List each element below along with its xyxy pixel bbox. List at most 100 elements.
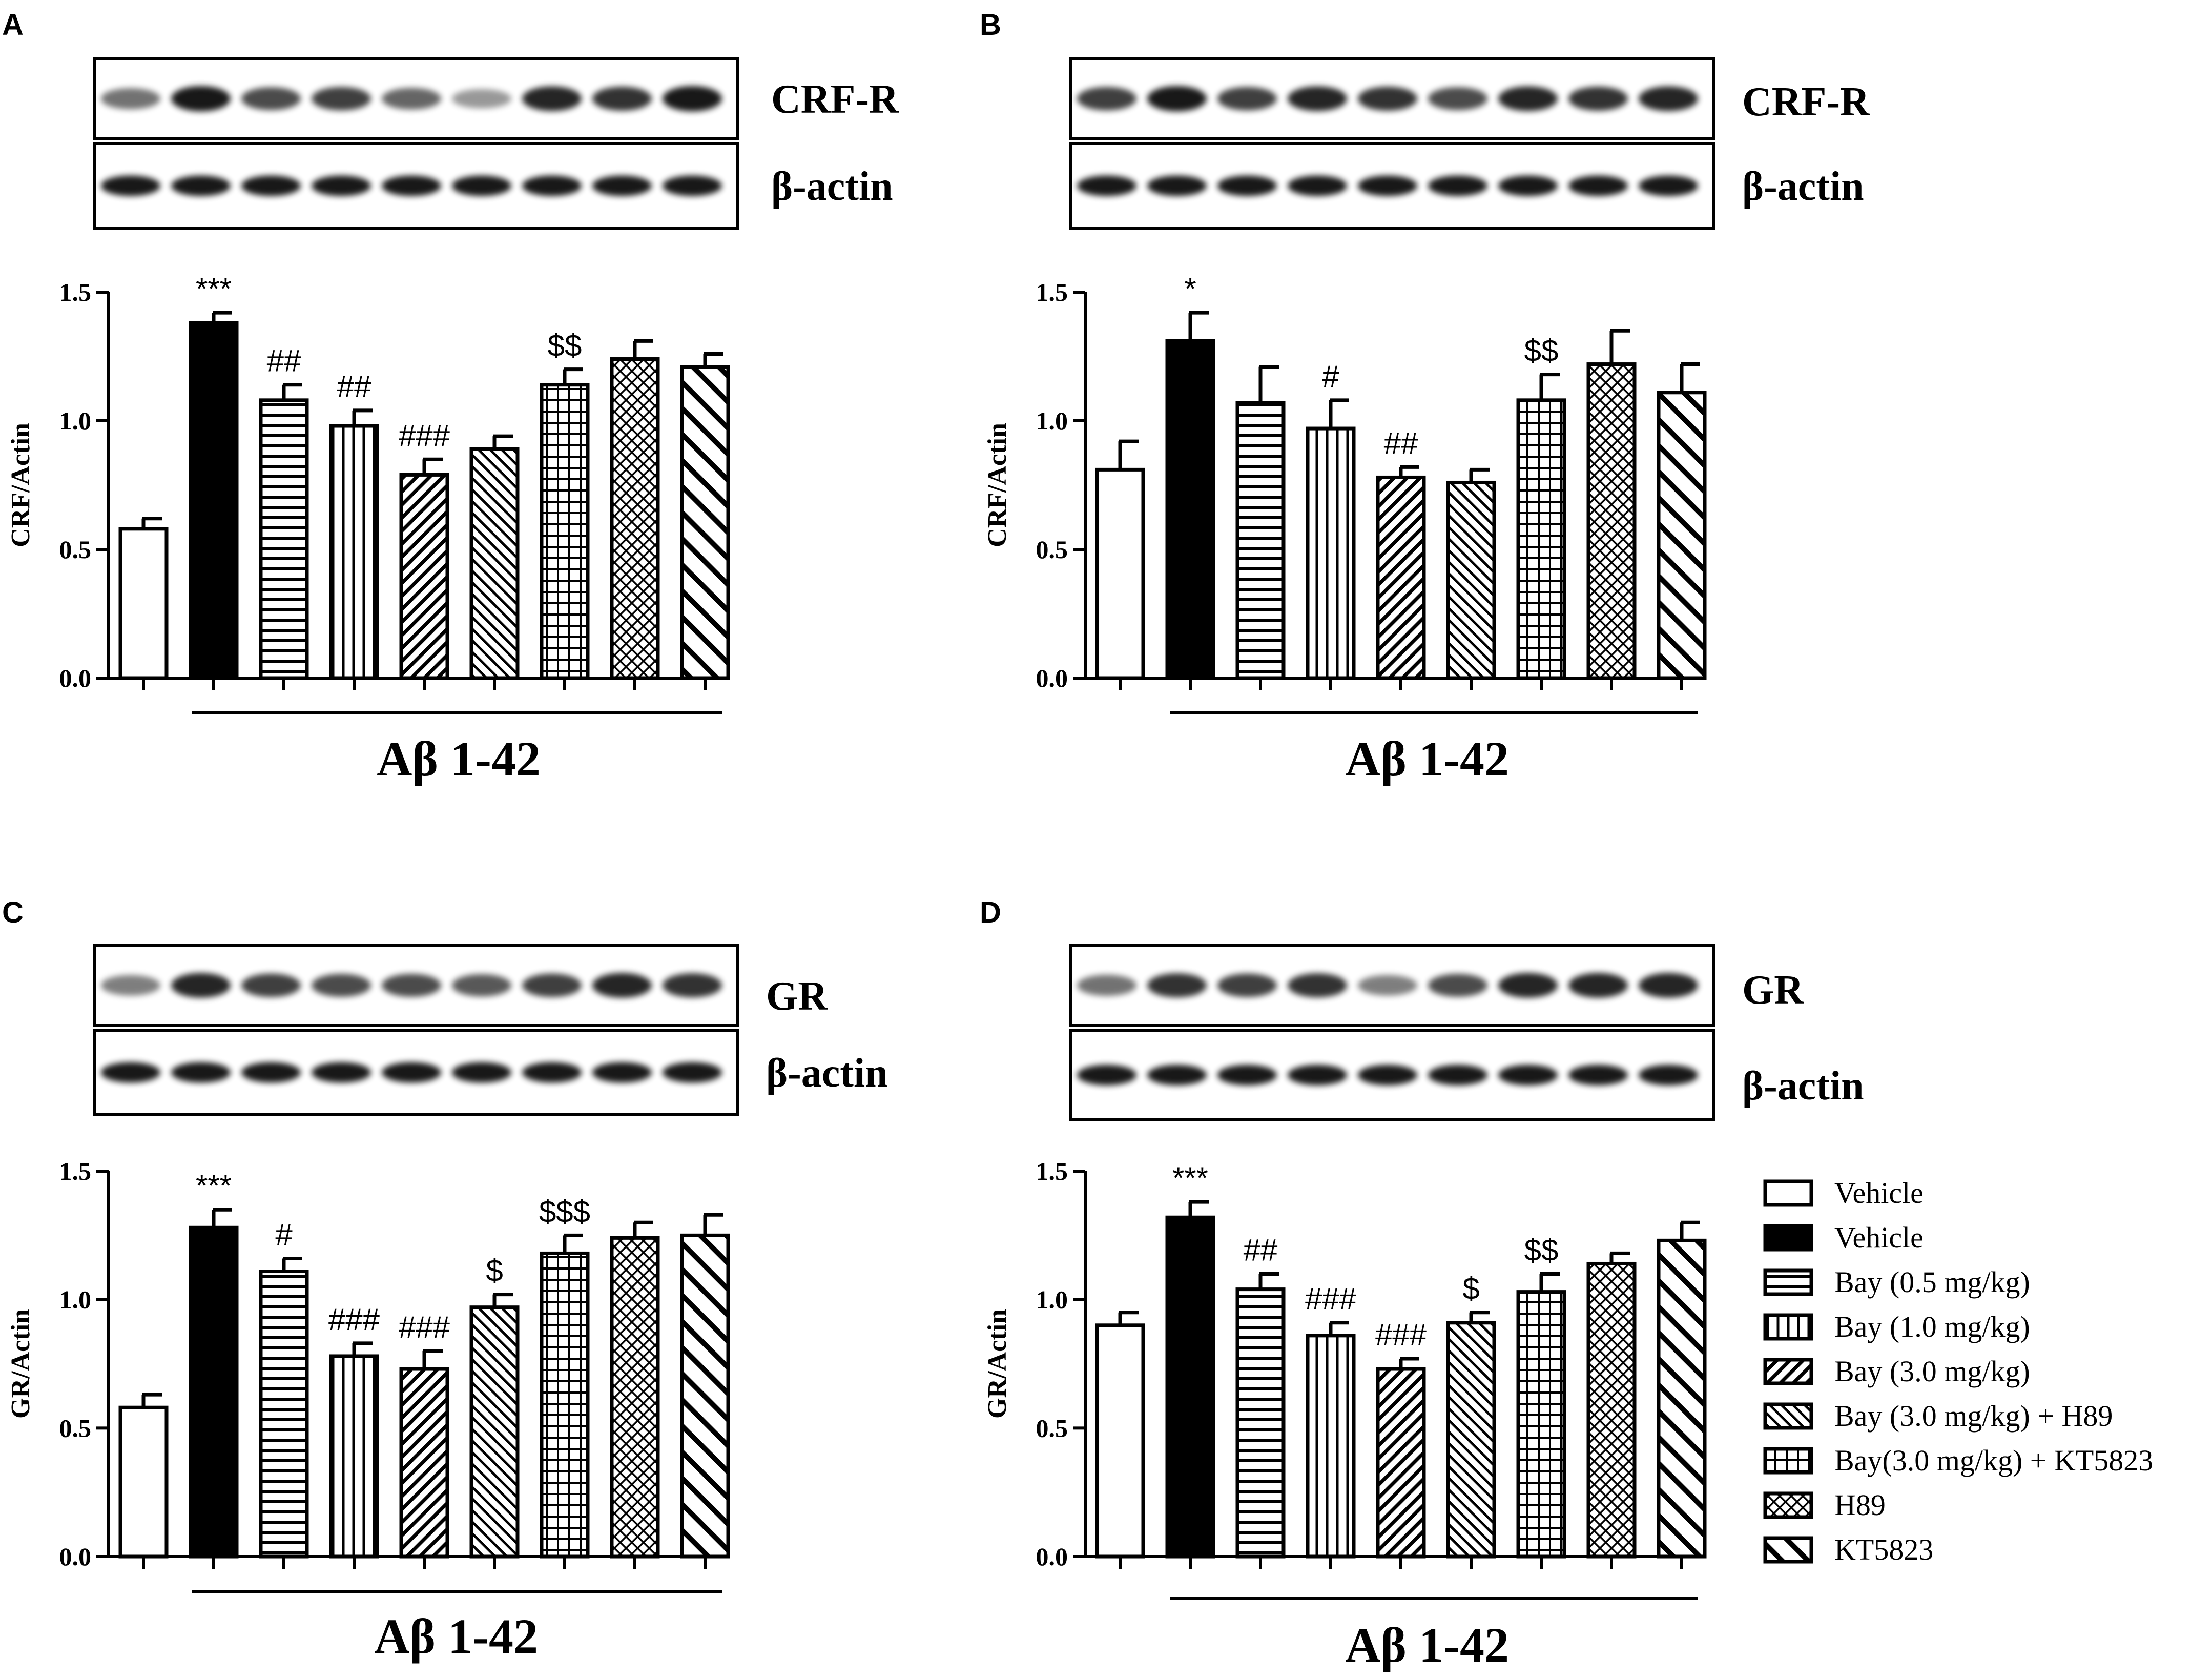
- bar-5: [399, 1367, 449, 1559]
- panel-b: BCRF-Rβ-actin0.00.51.01.5CRF/Actin*###$$…: [980, 8, 1870, 786]
- bar-5: [399, 473, 449, 680]
- y-axis-label: CRF/Actin: [6, 423, 35, 547]
- blot-band: [1147, 175, 1207, 196]
- blot-label-target: CRF-R: [771, 77, 899, 122]
- legend-label: H89: [1834, 1488, 1886, 1522]
- significance-mark: ###: [399, 1310, 450, 1344]
- y-tick-label: 1.0: [1036, 406, 1068, 435]
- blot-band: [1217, 175, 1277, 196]
- significance-mark: ##: [267, 344, 301, 378]
- blot-band: [312, 1062, 371, 1083]
- legend-swatch: [1763, 1358, 1813, 1385]
- significance-mark: ***: [1172, 1161, 1208, 1195]
- bar-8: [610, 1236, 660, 1559]
- blot-band: [1639, 86, 1698, 111]
- significance-mark: #: [275, 1217, 293, 1252]
- blot-band: [522, 973, 582, 997]
- blot-band: [241, 87, 301, 110]
- blot-actin: [1069, 1029, 1715, 1121]
- blot-band: [1428, 1065, 1487, 1086]
- blot-target: [1069, 57, 1715, 140]
- bar-2: [1165, 339, 1215, 680]
- blot-band: [1358, 975, 1417, 996]
- significance-mark: ##: [1384, 426, 1418, 460]
- blot-band: [382, 1062, 441, 1083]
- legend-label: Bay (1.0 mg/kg): [1834, 1310, 2030, 1343]
- legend-swatch: [1763, 1224, 1813, 1252]
- blot-band: [312, 175, 371, 196]
- y-tick-label: 1.5: [1036, 1157, 1068, 1185]
- blot-band: [452, 974, 511, 997]
- blot-band: [1358, 1065, 1417, 1086]
- blot-band: [171, 175, 231, 196]
- panel-letter: B: [980, 8, 1001, 42]
- blot-band: [1147, 973, 1207, 998]
- blot-band: [522, 175, 582, 196]
- legend-item: Bay (3.0 mg/kg): [1763, 1355, 2030, 1388]
- blot-band: [592, 175, 652, 196]
- blot-band: [1568, 175, 1628, 196]
- blot-band: [1498, 175, 1558, 196]
- bar-2: [189, 321, 239, 680]
- legend-label: Bay(3.0 mg/kg) + KT5823: [1834, 1444, 2153, 1477]
- significance-mark: $$$: [539, 1194, 590, 1229]
- blot-band: [663, 175, 722, 196]
- y-tick-label: 1.0: [59, 406, 92, 435]
- significance-mark: ##: [1244, 1233, 1278, 1267]
- y-axis-label: GR/Actin: [983, 1309, 1012, 1419]
- bar-4: [329, 424, 379, 680]
- legend-label: Vehicle: [1834, 1176, 1924, 1210]
- legend-label: KT5823: [1834, 1533, 1933, 1566]
- blot-band: [382, 175, 441, 196]
- blot-band: [101, 975, 160, 996]
- significance-mark: #: [1322, 359, 1339, 394]
- legend: Vehicle Vehicle Bay (0.5 mg/kg) Bay (1.0 mg…: [1763, 1176, 2153, 1566]
- significance-mark: $$: [1524, 334, 1559, 368]
- panel-a: ACRF-Rβ-actin0.00.51.01.5CRF/Actin***###…: [2, 8, 899, 786]
- bar-5: [1376, 1367, 1426, 1559]
- bar-8: [610, 357, 660, 680]
- panel-d: DGRβ-actin0.00.51.01.5GR/Actin***#######…: [980, 896, 1864, 1672]
- y-tick-label: 0.5: [1036, 535, 1068, 564]
- bar-1: [1095, 467, 1145, 680]
- legend-item: Vehicle: [1763, 1221, 1924, 1254]
- blot-band: [592, 86, 652, 111]
- blot-band: [1358, 86, 1417, 111]
- significance-mark: $: [1462, 1272, 1479, 1306]
- bar-6: [469, 447, 520, 680]
- bar-7: [540, 383, 590, 680]
- blot-band: [1288, 1065, 1347, 1086]
- legend-item: KT5823: [1763, 1533, 1933, 1566]
- blot-band: [312, 87, 371, 111]
- significance-mark: ***: [196, 272, 232, 306]
- blot-band: [1498, 1065, 1558, 1086]
- blot-band: [101, 175, 160, 196]
- blot-band: [171, 86, 231, 112]
- blot-band: [1568, 1065, 1628, 1086]
- legend-swatch: [1763, 1313, 1813, 1341]
- significance-mark: $: [486, 1254, 503, 1288]
- legend-item: Bay (1.0 mg/kg): [1763, 1310, 2030, 1343]
- blot-band: [171, 973, 231, 998]
- bar-3: [1235, 401, 1286, 680]
- significance-mark: ###: [1375, 1318, 1427, 1352]
- blot-band: [1428, 974, 1487, 997]
- legend-swatch: [1763, 1536, 1813, 1564]
- blot-label-actin: β-actin: [1742, 1063, 1864, 1109]
- bar-5: [1376, 475, 1426, 680]
- significance-mark: ###: [399, 418, 450, 453]
- legend-label: Bay (0.5 mg/kg): [1834, 1265, 2030, 1299]
- bar-9: [680, 1233, 730, 1559]
- bar-7: [540, 1251, 590, 1559]
- blot-band: [1217, 973, 1277, 997]
- blot-band: [1077, 1065, 1136, 1086]
- blot-label-actin: β-actin: [1742, 164, 1864, 209]
- legend-item: H89: [1763, 1488, 1886, 1522]
- blot-actin: [93, 142, 739, 230]
- significance-mark: ##: [337, 370, 371, 404]
- bar-7: [1516, 1290, 1566, 1559]
- bar-3: [1235, 1287, 1286, 1559]
- y-tick-label: 0.5: [59, 1414, 92, 1442]
- bar-6: [1446, 1321, 1496, 1559]
- significance-mark: *: [1184, 272, 1196, 306]
